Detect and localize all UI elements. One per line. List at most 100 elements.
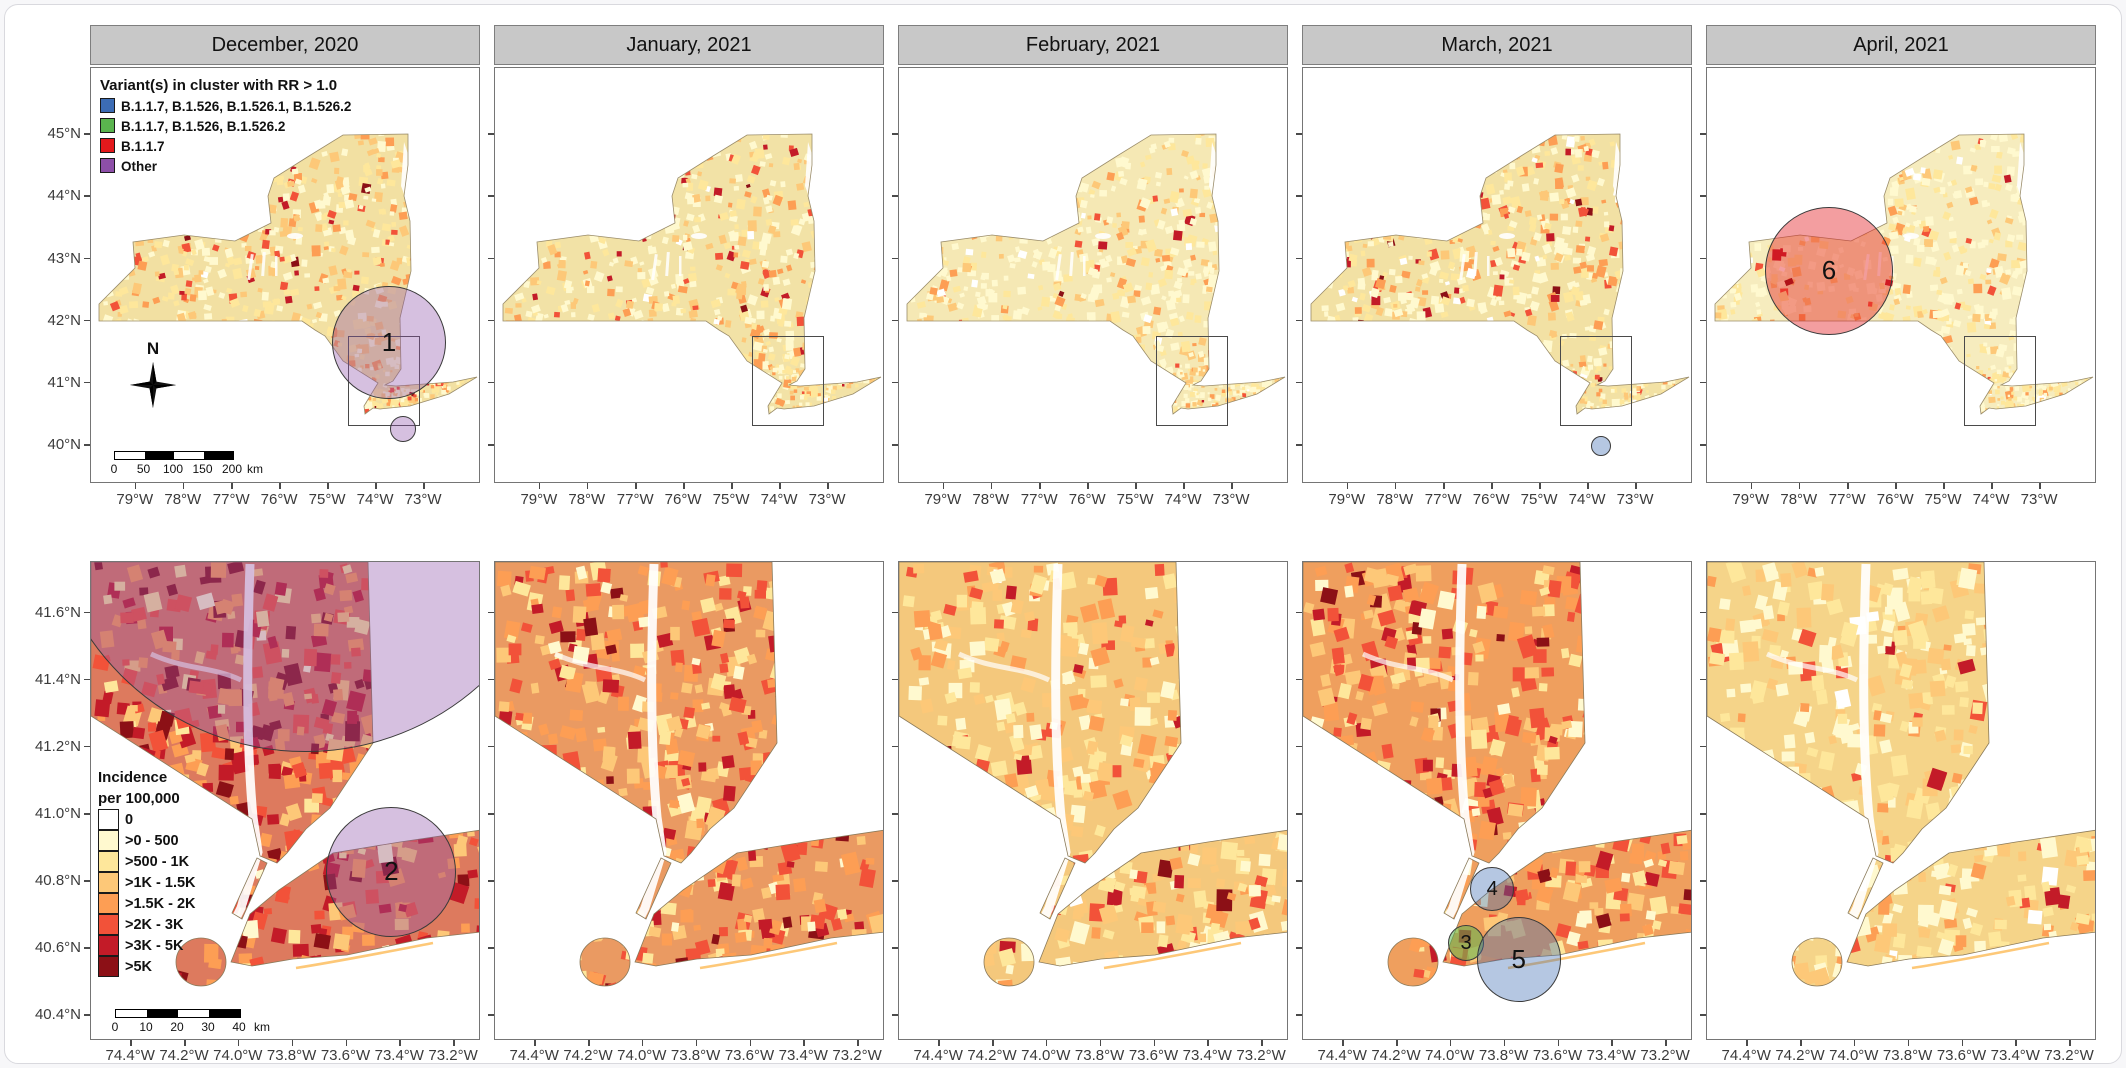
incidence-legend-label: >5K (125, 958, 153, 975)
x-tick (2069, 1040, 2071, 1046)
x-axis-label: 76°W (1876, 491, 1914, 508)
panel-top-december: 1 (90, 67, 480, 483)
x-axis-label: 74.0°W (617, 1047, 667, 1064)
x-axis-label: 76°W (1472, 491, 1510, 508)
x-tick (345, 1040, 347, 1046)
x-axis-label: 79°W (924, 491, 962, 508)
x-tick (1231, 483, 1233, 489)
y-tick (84, 444, 90, 446)
x-tick (1798, 483, 1801, 489)
x-tick (1587, 483, 1589, 489)
variant-legend-item: Other (100, 156, 351, 176)
variant-legend-label: B.1.1.7, B.1.526, B.1.526.1, B.1.526.2 (121, 98, 352, 114)
legend-swatch (100, 98, 115, 113)
x-axis-label: 74.0°W (1829, 1047, 1879, 1064)
incidence-legend: Incidence per 100,000 0 >0 - 500 >500 - 1K… (98, 767, 196, 977)
panel-title-text: December, 2020 (211, 33, 359, 56)
incidence-legend-item: >5K (98, 955, 196, 977)
y-tick (892, 813, 898, 815)
legend-swatch (98, 934, 119, 956)
panel-bottom-january (494, 561, 884, 1040)
x-axis-label: 74.2°W (1775, 1047, 1825, 1064)
y-axis-label: 41.6°N (34, 603, 81, 621)
scalebar-tick-label: 0 (111, 1020, 119, 1034)
y-tick (892, 444, 898, 446)
x-tick (1039, 483, 1041, 489)
y-axis-label: 44°N (47, 187, 81, 205)
y-axis-label: 41.2°N (34, 737, 81, 755)
x-axis-label: 73°W (808, 491, 846, 508)
panel-title-february: February, 2021 (898, 25, 1288, 65)
x-tick (695, 1040, 698, 1046)
y-tick (1296, 1014, 1302, 1016)
x-tick (1750, 483, 1753, 489)
x-tick (534, 1040, 536, 1046)
scalebar-tick-label: 100 (162, 462, 184, 476)
y-tick (84, 947, 90, 949)
x-axis-label: 74.0°W (213, 1047, 263, 1064)
x-tick (1443, 483, 1445, 489)
x-tick (1207, 1040, 1209, 1046)
incidence-legend-label: >3K - 5K (125, 937, 184, 954)
legend-swatch (98, 871, 119, 893)
panel-bottom-december: 2 (90, 561, 480, 1040)
x-axis-label: 73.8°W (1074, 1047, 1125, 1064)
x-tick (990, 483, 993, 489)
panel-title-text: April, 2021 (1853, 33, 1949, 56)
y-tick (488, 947, 494, 949)
x-axis-label: 79°W (116, 491, 154, 508)
y-tick (1296, 381, 1302, 384)
y-tick (892, 611, 898, 614)
x-axis-label: 74.2°W (967, 1047, 1017, 1064)
legend-swatch (100, 158, 115, 173)
x-axis-label: 76°W (1068, 491, 1106, 508)
x-axis-label: 78°W (972, 491, 1010, 508)
x-axis-label: 73.8°W (266, 1047, 317, 1064)
y-tick (488, 1014, 494, 1016)
x-axis-label: 73.2°W (832, 1047, 882, 1064)
x-tick (1557, 1040, 1559, 1046)
scalebar-segment (203, 452, 233, 459)
y-tick (1296, 444, 1302, 446)
panel-title-december: December, 2020 (90, 25, 480, 65)
x-tick (1635, 483, 1637, 489)
incidence-legend-item: >0 - 500 (98, 829, 196, 851)
y-tick (892, 381, 898, 384)
incidence-legend-item: >500 - 1K (98, 850, 196, 872)
x-tick (1907, 1040, 1910, 1046)
y-tick (488, 133, 494, 135)
x-axis-label: 77°W (1424, 491, 1462, 508)
y-tick (892, 195, 898, 197)
scalebar-tick-label: 30 (201, 1020, 215, 1034)
panel-bottom-march: 4 3 5 (1302, 561, 1692, 1040)
y-tick (84, 611, 90, 614)
incidence-legend-label: >1.5K - 2K (125, 895, 196, 912)
nyc-inset-box (752, 336, 824, 426)
x-tick (588, 1040, 590, 1046)
panel-top-february (898, 67, 1288, 483)
x-axis-label: 74.4°W (509, 1047, 559, 1064)
x-axis-label: 75°W (1116, 491, 1154, 508)
cluster-circle-1: 1 (332, 285, 446, 400)
north-arrow-label: N (146, 339, 160, 358)
panel-top-april: 6 (1706, 67, 2096, 483)
legend-swatch (100, 118, 115, 133)
x-axis-label: 74.4°W (105, 1047, 155, 1064)
y-tick (1700, 257, 1706, 259)
variant-legend-label: Other (121, 158, 158, 174)
x-axis-label: 78°W (568, 491, 606, 508)
x-tick (1895, 483, 1897, 489)
x-tick (1449, 1040, 1452, 1046)
x-axis-label: 73.6°W (1128, 1047, 1179, 1064)
y-axis-label: 40.4°N (34, 1006, 81, 1024)
x-tick (992, 1040, 994, 1046)
scalebar-segment (178, 1010, 209, 1017)
x-tick (942, 483, 945, 489)
legend-swatch (98, 892, 119, 914)
cluster-circle (1590, 436, 1612, 457)
x-tick (779, 483, 781, 489)
cluster-number: 1 (381, 327, 397, 358)
variant-legend-item: B.1.1.7, B.1.526, B.1.526.2 (100, 116, 351, 136)
x-axis-label: 74°W (1972, 491, 2010, 508)
